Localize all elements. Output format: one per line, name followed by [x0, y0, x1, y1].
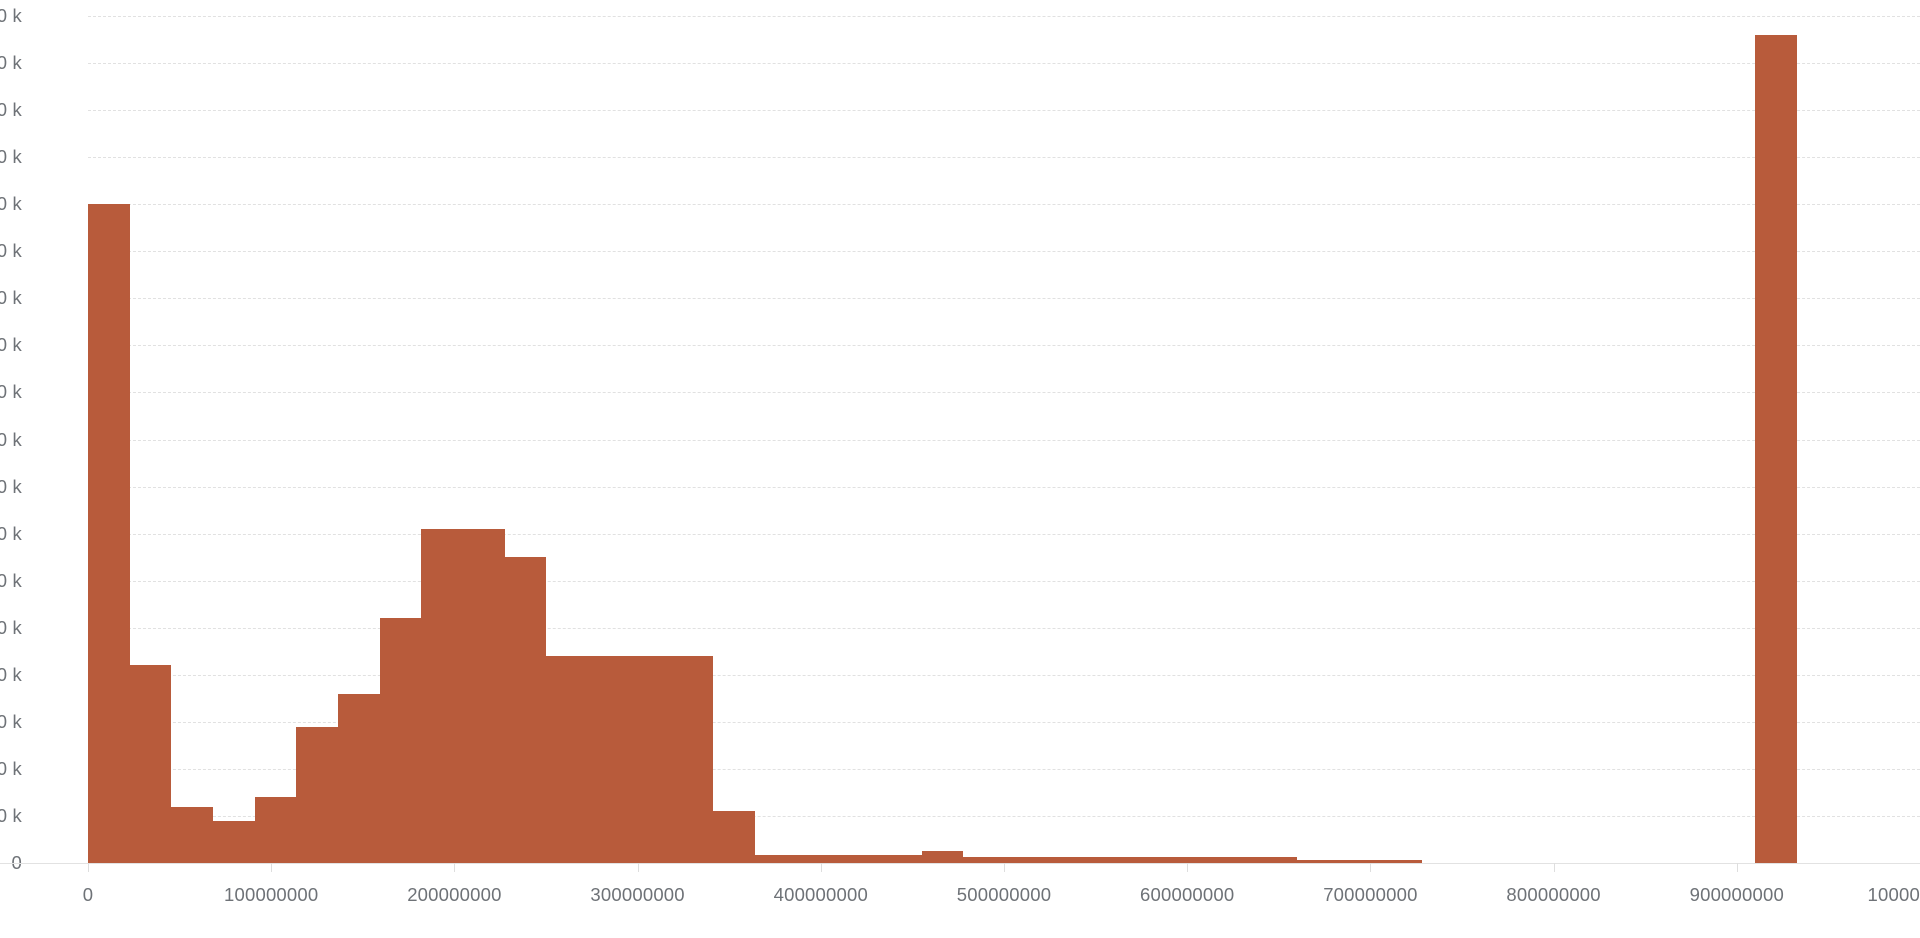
y-axis-tick-label: 130 k — [0, 240, 22, 262]
y-axis-tick-label: 180 k — [0, 5, 22, 26]
histogram-bar[interactable] — [671, 655, 714, 863]
histogram-bar[interactable] — [754, 854, 797, 863]
x-axis-tickmark — [1370, 863, 1372, 872]
x-axis-tick-label: 900000000 — [1689, 884, 1784, 905]
x-axis-tickmark — [454, 863, 456, 872]
x-axis: 0 100000000 200000000 300000000 400000000 500… — [0, 863, 1920, 938]
histogram-bar[interactable] — [1296, 860, 1339, 863]
x-axis-tick-label: 400000000 — [773, 884, 868, 905]
x-axis-tick-label: 500000000 — [956, 884, 1052, 905]
y-axis-tick-label: 60 k — [0, 569, 22, 591]
y-axis-tick-label: 140 k — [0, 193, 22, 215]
bars-layer — [88, 16, 1920, 863]
gridline-y — [88, 298, 1920, 300]
histogram-bar[interactable] — [713, 811, 755, 863]
histogram-bar[interactable] — [921, 850, 964, 863]
x-axis-tick-label: 600000000 — [1139, 884, 1235, 905]
histogram-bar[interactable] — [1254, 856, 1297, 863]
x-axis-line — [0, 863, 1920, 864]
x-axis-tickmark — [271, 863, 273, 872]
gridline-y — [88, 63, 1920, 65]
y-axis-tick-label: 30 k — [0, 710, 22, 732]
y-axis-tick-label: 150 k — [0, 146, 22, 168]
gridline-y — [88, 110, 1920, 112]
histogram-bar[interactable] — [88, 204, 130, 863]
x-axis-tick-label: 700000000 — [1323, 884, 1418, 905]
histogram-bar[interactable] — [1213, 856, 1255, 863]
x-axis-tickmark — [88, 863, 89, 872]
x-axis-tick-label: 0 — [82, 884, 94, 905]
x-axis-tickmark — [1004, 863, 1005, 872]
gridline-y — [88, 439, 1920, 441]
y-axis-tick-label: 20 k — [0, 757, 22, 779]
histogram-bar[interactable] — [1171, 856, 1214, 863]
y-axis: 0 10 k 20 k 30 k 40 k 50 k 60 k 70 k 80 k 90 k 100… — [0, 0, 88, 938]
histogram-bar[interactable] — [296, 726, 339, 863]
gridline-y — [88, 392, 1920, 394]
histogram-bar[interactable] — [379, 618, 422, 863]
histogram-bar[interactable] — [1380, 860, 1422, 863]
histogram-bar[interactable] — [504, 557, 547, 863]
x-axis-tickmark — [1553, 863, 1555, 872]
histogram-bar[interactable] — [838, 854, 880, 863]
x-axis-tick-label: 800000000 — [1506, 884, 1601, 905]
histogram-bar[interactable] — [1338, 860, 1380, 863]
histogram-bar[interactable] — [796, 854, 839, 863]
histogram-bar[interactable] — [1129, 856, 1172, 863]
gridline-y — [88, 768, 1920, 770]
y-axis-tick-label: 0 — [11, 852, 22, 873]
gridline-y — [88, 627, 1920, 629]
histogram-bar[interactable] — [171, 806, 214, 863]
histogram-bar[interactable] — [213, 820, 255, 863]
y-axis-tick-label: 80 k — [0, 475, 22, 497]
histogram-bar[interactable] — [1046, 856, 1089, 863]
plot-area — [88, 16, 1920, 864]
histogram-bar[interactable] — [629, 655, 672, 863]
histogram-bar[interactable] — [1088, 856, 1130, 863]
gridline-y — [88, 674, 1920, 676]
gridline-y — [88, 580, 1920, 582]
histogram-bar[interactable] — [421, 528, 464, 863]
gridline-y — [88, 204, 1920, 206]
y-axis-tick-label: 10 k — [0, 804, 22, 826]
histogram-bar[interactable] — [546, 655, 589, 863]
x-axis-tickmark — [1187, 863, 1189, 872]
histogram-bar[interactable] — [463, 528, 505, 863]
histogram-bar[interactable] — [1755, 34, 1797, 863]
x-axis-tick-label: 300000000 — [590, 884, 685, 905]
x-axis-tick-label: 100000000 — [223, 884, 319, 905]
x-axis-tickmark — [1736, 863, 1738, 872]
x-axis-tickmark — [820, 863, 822, 872]
gridline-y — [88, 251, 1920, 253]
histogram-bar[interactable] — [588, 655, 630, 863]
histogram-bar[interactable] — [879, 854, 922, 863]
y-axis-tick-label: 70 k — [0, 522, 22, 544]
histogram-bar[interactable] — [963, 856, 1005, 863]
histogram-bar[interactable] — [129, 665, 172, 863]
x-axis-tick-label: 1000000000 — [1867, 884, 1920, 905]
histogram-bar[interactable] — [1004, 856, 1047, 863]
gridline-y — [88, 486, 1920, 488]
y-axis-tick-label: 40 k — [0, 663, 22, 685]
histogram-bar[interactable] — [254, 797, 297, 863]
y-axis-tick-label: 160 k — [0, 99, 22, 121]
x-axis-tickmark — [637, 863, 639, 872]
y-axis-tick-label: 50 k — [0, 616, 22, 638]
gridline-y — [88, 16, 1920, 17]
y-axis-tick-label: 90 k — [0, 428, 22, 450]
gridline-y — [88, 815, 1920, 817]
gridline-y — [88, 721, 1920, 723]
y-axis-tick-label: 120 k — [0, 287, 22, 309]
y-axis-tick-label: 170 k — [0, 52, 22, 74]
gridline-y — [88, 533, 1920, 535]
histogram-bar[interactable] — [338, 693, 380, 863]
gridline-y — [88, 345, 1920, 347]
x-axis-tick-label: 200000000 — [407, 884, 502, 905]
y-axis-tick-label: 100 k — [0, 381, 22, 403]
gridline-y — [88, 157, 1920, 159]
y-axis-tick-label: 110 k — [0, 334, 22, 356]
